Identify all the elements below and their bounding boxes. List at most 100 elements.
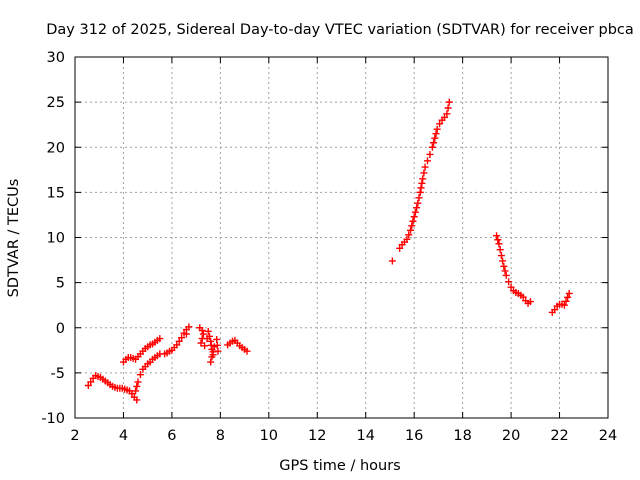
data-point (565, 289, 573, 297)
data-point (205, 332, 213, 340)
data-point (408, 222, 416, 230)
data-point (213, 341, 221, 349)
x-tick-label: 6 (167, 428, 176, 444)
y-tick-label: 0 (56, 321, 65, 337)
x-tick-label: 8 (216, 428, 225, 444)
data-point (136, 371, 144, 379)
x-tick-labels: 2 4 6 8 10 12 14 16 18 20 22 24 (70, 428, 617, 444)
data-point (198, 326, 206, 334)
y-tick-labels: -10 -5 0 5 10 15 20 25 30 (41, 50, 65, 427)
y-tick-label: 15 (47, 185, 65, 201)
x-tick-label: 16 (405, 428, 423, 444)
y-axis-label: SDTVAR / TECUs (6, 179, 22, 298)
y-tick-label: 30 (47, 50, 65, 66)
data-point (185, 323, 193, 331)
data-point (426, 150, 434, 158)
data-point (502, 271, 510, 279)
data-points (84, 98, 573, 404)
data-point (564, 293, 572, 301)
y-tick-label: 10 (47, 231, 65, 247)
data-point (499, 257, 507, 265)
y-tick-label: -5 (51, 366, 65, 382)
x-tick-label: 2 (70, 428, 79, 444)
data-point (443, 110, 451, 118)
y-tick-label: 20 (47, 140, 65, 156)
data-point (444, 104, 452, 112)
data-point (440, 113, 448, 121)
data-point (199, 330, 207, 338)
data-point (173, 341, 181, 349)
data-point (409, 217, 417, 225)
x-tick-label: 10 (260, 428, 278, 444)
data-point (445, 98, 453, 106)
data-point (497, 252, 505, 260)
data-point (560, 301, 568, 309)
data-point (201, 342, 209, 350)
data-point (87, 378, 95, 386)
data-point (551, 306, 559, 314)
data-point (430, 139, 438, 147)
y-tick-label: 25 (47, 95, 65, 111)
data-point (134, 378, 142, 386)
x-tick-label: 4 (119, 428, 128, 444)
data-point (405, 231, 413, 239)
data-point (507, 283, 515, 291)
x-tick-label: 22 (550, 428, 568, 444)
data-point (433, 125, 441, 133)
data-point (418, 179, 426, 187)
data-point (436, 120, 444, 128)
data-point (495, 240, 503, 248)
y-tick-label: -10 (41, 411, 65, 427)
data-point (204, 327, 212, 335)
data-point (526, 298, 534, 306)
data-point (182, 330, 190, 338)
data-point (208, 353, 216, 361)
data-point (175, 337, 183, 345)
data-point (417, 184, 425, 192)
data-point (128, 390, 136, 398)
data-point (133, 396, 141, 404)
data-point (132, 387, 140, 395)
data-point (500, 262, 508, 270)
data-point (421, 163, 429, 171)
x-tick-label: 12 (308, 428, 326, 444)
x-axis-label: GPS time / hours (279, 458, 400, 474)
data-point (505, 278, 513, 286)
x-tick-label: 18 (453, 428, 471, 444)
data-point (213, 335, 221, 343)
data-point (243, 347, 251, 355)
data-point (420, 169, 428, 177)
data-point (396, 244, 404, 252)
data-point (207, 358, 215, 366)
axis-ticks (74, 56, 609, 419)
data-point (493, 232, 501, 240)
data-point (178, 334, 186, 342)
data-point (403, 235, 411, 243)
x-tick-label: 14 (357, 428, 375, 444)
data-point (424, 157, 432, 165)
data-point (416, 188, 424, 196)
data-point (519, 293, 527, 301)
data-point (496, 246, 504, 254)
data-point (156, 335, 164, 343)
data-point (407, 226, 415, 234)
x-tick-label: 24 (599, 428, 617, 444)
data-point (432, 130, 440, 138)
data-point (414, 199, 422, 207)
data-point (388, 257, 396, 265)
data-point (410, 213, 418, 221)
data-point (413, 204, 421, 212)
data-point (197, 339, 205, 347)
data-point (431, 134, 439, 142)
y-tick-label: 5 (56, 276, 65, 292)
data-point (494, 236, 502, 244)
x-tick-label: 20 (502, 428, 520, 444)
data-point (415, 194, 423, 202)
chart-title: Day 312 of 2025, Sidereal Day-to-day VTE… (46, 22, 634, 38)
data-point (562, 297, 570, 305)
data-point (428, 143, 436, 151)
data-point (411, 208, 419, 216)
data-point (419, 175, 427, 183)
grid-lines (75, 57, 608, 418)
